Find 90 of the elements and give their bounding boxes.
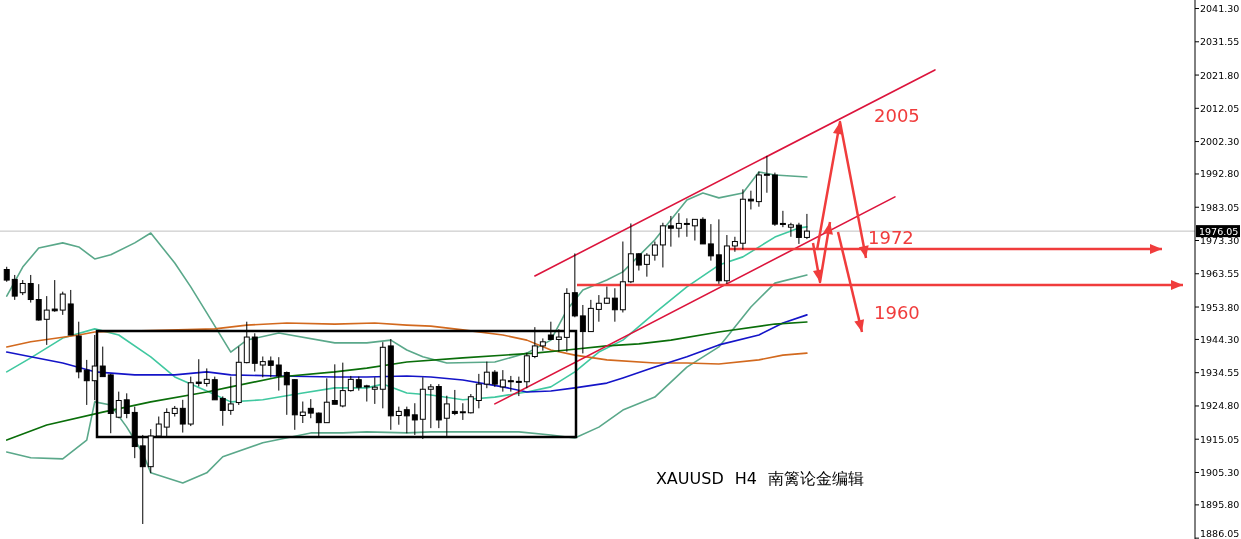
candlestick <box>579 304 586 354</box>
candlestick <box>83 359 90 406</box>
candlestick <box>91 334 98 401</box>
annotation: 2005 <box>874 104 920 126</box>
candlestick <box>515 376 522 397</box>
y-tick-label: 1983.05 <box>1200 201 1240 213</box>
candlestick <box>315 411 322 438</box>
candlestick <box>139 434 146 525</box>
candlestick <box>443 395 450 437</box>
y-tick-label: 1895.80 <box>1200 499 1240 511</box>
candlestick <box>499 369 506 393</box>
line-series <box>5 322 808 365</box>
candlestick <box>411 402 418 436</box>
candlestick <box>299 401 306 424</box>
y-tick-label: 1934.55 <box>1200 367 1240 379</box>
y-tick-label: 2002.30 <box>1200 136 1240 148</box>
candlestick <box>779 210 786 228</box>
annotation: 1960 <box>874 301 920 323</box>
candlestick <box>571 252 578 318</box>
candlestick <box>803 213 810 240</box>
candlestick <box>227 376 234 416</box>
annotation: 1972 <box>868 226 914 248</box>
candlestick <box>211 376 218 401</box>
candlestick <box>403 406 410 434</box>
candlestick <box>611 287 618 323</box>
y-tick-label: 1953.80 <box>1200 301 1240 313</box>
candlestick <box>427 383 434 429</box>
candlestick <box>651 241 658 262</box>
candlestick <box>323 377 330 424</box>
candlestick <box>675 212 682 238</box>
candlestick <box>787 222 794 238</box>
candlestick <box>267 355 274 378</box>
candlestick <box>475 373 482 409</box>
candlestick <box>59 291 66 316</box>
candlestick <box>11 274 18 301</box>
candlestick <box>587 299 594 333</box>
line-series <box>5 314 808 393</box>
candlestick <box>339 362 346 408</box>
candlestick <box>27 274 34 304</box>
candlestick <box>115 391 122 419</box>
candlestick <box>163 407 170 437</box>
line-series <box>5 321 808 441</box>
candlestick <box>483 361 490 389</box>
y-tick-label: 2031.55 <box>1200 36 1240 48</box>
y-tick-label: 1944.30 <box>1200 333 1240 345</box>
candlestick <box>51 279 58 313</box>
candlestick <box>451 389 458 416</box>
candlestick <box>603 286 610 305</box>
y-tick-label: 1915.05 <box>1200 433 1240 445</box>
y-tick-label: 1924.80 <box>1200 400 1240 412</box>
y-tick-label: 1963.55 <box>1200 268 1240 280</box>
candlestick <box>643 252 650 278</box>
y-tick-label: 1992.80 <box>1200 168 1240 180</box>
candlestick <box>123 392 130 419</box>
candlestick <box>219 395 226 427</box>
candlestick <box>195 358 202 388</box>
candlestick <box>595 294 602 323</box>
candlestick <box>731 236 738 253</box>
text: XAUUSD H4 南篱论金编辑 <box>655 468 865 488</box>
candlestick <box>683 217 690 238</box>
candlestick <box>707 223 714 262</box>
candlestick <box>179 399 186 434</box>
candlestick <box>531 326 538 359</box>
candlestick <box>395 406 402 426</box>
candlestick <box>99 346 106 378</box>
line-series <box>5 171 808 364</box>
candlestick <box>371 376 378 405</box>
candlestick <box>555 328 562 353</box>
y-tick-label: 1886.05 <box>1200 527 1240 539</box>
candlestick <box>659 222 666 268</box>
y-tick-label: 2041.30 <box>1200 3 1240 15</box>
candlestick <box>43 295 50 346</box>
y-tick-label: 2012.05 <box>1200 102 1240 114</box>
candlestick <box>307 398 314 419</box>
y-tick-label: 2021.80 <box>1200 69 1240 81</box>
candlestick <box>747 190 754 210</box>
candlestick <box>155 416 162 437</box>
ref-line-label: 1976.05 <box>1199 225 1239 237</box>
candlestick <box>259 355 266 378</box>
candlestick <box>795 222 802 245</box>
y-tick-label: 1905.30 <box>1200 466 1240 478</box>
candlestick <box>691 218 698 241</box>
candlestick <box>203 367 210 388</box>
y-tick-label: 1973.30 <box>1200 235 1240 246</box>
candlestick <box>763 155 770 194</box>
candlestick <box>275 356 282 392</box>
candlestick <box>283 371 290 416</box>
candlestick <box>331 363 338 405</box>
candlestick <box>667 215 674 248</box>
candlestick <box>35 283 42 322</box>
